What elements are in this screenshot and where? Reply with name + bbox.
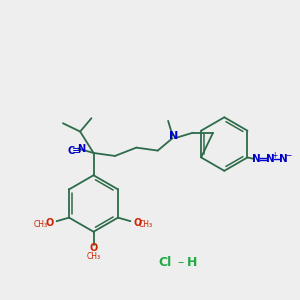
Text: O: O [89,243,98,254]
Text: ≡: ≡ [72,146,81,156]
Text: CH₃: CH₃ [139,220,153,229]
Text: Cl: Cl [158,256,172,269]
Text: H: H [186,256,197,269]
Text: +: + [272,151,278,160]
Text: N: N [252,154,261,164]
Text: C: C [67,146,75,156]
Text: O: O [45,218,53,228]
Text: N: N [169,131,178,141]
Text: −: − [285,151,291,160]
Text: N: N [279,154,288,164]
Text: –: – [174,256,188,269]
Text: O: O [134,218,142,228]
Text: CH₃: CH₃ [34,220,48,229]
Text: N: N [77,144,85,154]
Text: N: N [266,154,275,164]
Text: CH₃: CH₃ [86,252,100,261]
